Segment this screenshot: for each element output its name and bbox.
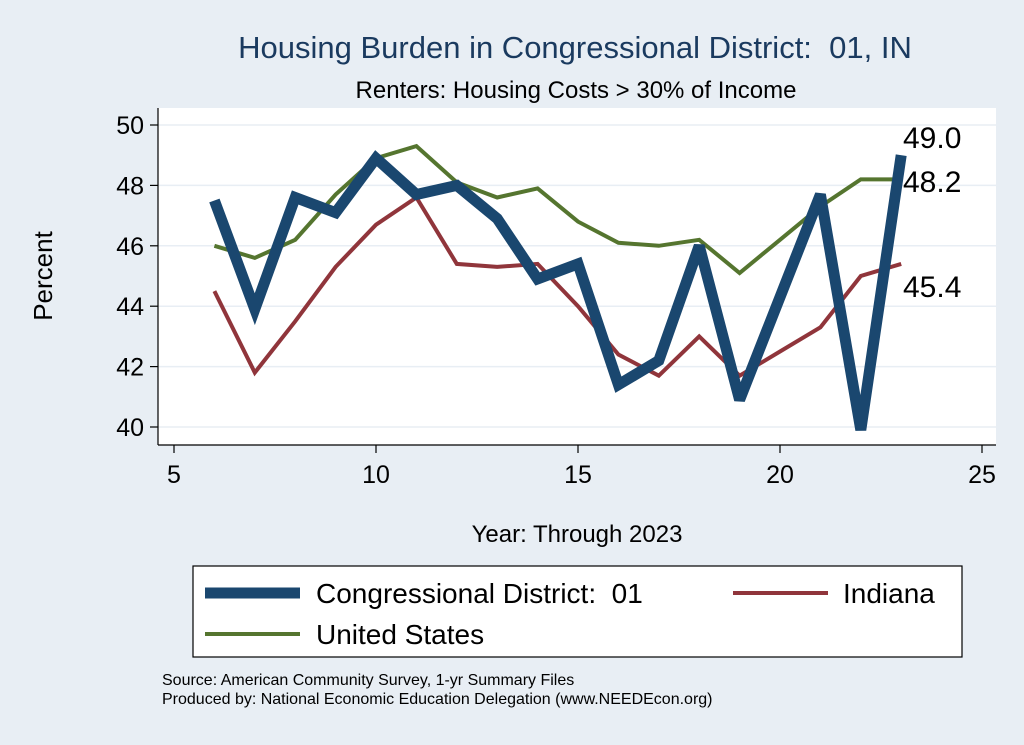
legend-label-1: Indiana (843, 578, 935, 609)
x-tick-label: 20 (766, 461, 794, 489)
chart-subtitle: Renters: Housing Costs > 30% of Income (356, 77, 797, 104)
chart-title: Housing Burden in Congressional District… (238, 30, 912, 65)
end-label-1: 45.4 (903, 271, 961, 304)
x-tick-label: 10 (362, 461, 390, 489)
y-tick-label: 40 (116, 414, 144, 442)
producer-note: Produced by: National Economic Education… (162, 691, 713, 708)
x-axis-label: Year: Through 2023 (472, 521, 683, 548)
legend-label-2: United States (316, 619, 484, 650)
legend-label-0: Congressional District: 01 (316, 578, 643, 609)
series-line-1 (212, 194, 902, 379)
x-tick-label: 25 (968, 461, 996, 489)
source-note: Source: American Community Survey, 1-yr … (162, 672, 575, 689)
series-line-2 (213, 143, 902, 276)
series-line-0 (209, 150, 907, 431)
series-lines (209, 143, 907, 431)
y-tick-label: 46 (116, 233, 144, 261)
end-label-0: 49.0 (903, 122, 961, 155)
axes: 40 42 44 46 48 50 5 10 15 20 25 (116, 108, 996, 489)
y-tick-label: 42 (116, 354, 144, 382)
legend-box (192, 565, 963, 658)
end-labels: 49.0 45.4 48.2 (903, 122, 961, 304)
x-tick-label: 5 (167, 461, 181, 489)
x-tick-label: 15 (564, 461, 592, 489)
y-tick-label: 48 (116, 172, 144, 200)
y-tick-label: 44 (116, 293, 144, 321)
end-label-2: 48.2 (903, 166, 961, 199)
y-tick-label: 50 (116, 112, 144, 140)
legend: Congressional District: 01 Indiana United … (205, 578, 935, 650)
y-axis-label: Percent (28, 230, 58, 320)
